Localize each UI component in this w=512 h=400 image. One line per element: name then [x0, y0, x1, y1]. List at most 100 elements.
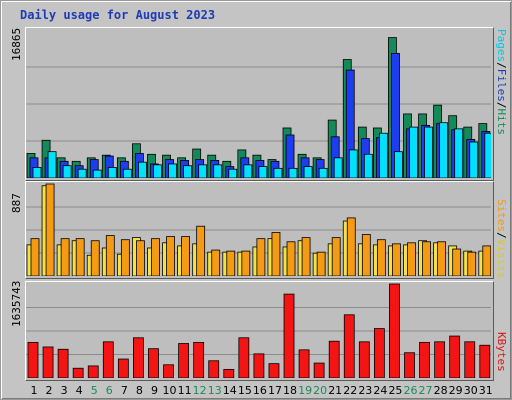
pages-bar [183, 165, 193, 179]
kbytes-bar [133, 337, 144, 379]
x-tick-label: 28 [434, 384, 448, 397]
x-tick-label: 5 [91, 384, 98, 397]
x-tick-label: 25 [388, 384, 402, 397]
pages-bar [303, 166, 313, 179]
sites-bar [361, 234, 371, 277]
sites-bar [226, 250, 236, 277]
legend-entry: Pages [495, 29, 508, 63]
kbytes-bar [389, 283, 400, 379]
sites-bar [45, 183, 55, 277]
x-tick-label: 26 [404, 384, 418, 397]
pages-bar [153, 164, 162, 179]
x-tick-label: 31 [479, 384, 493, 397]
legend-entry: / [495, 62, 508, 69]
kbytes-bar [328, 340, 340, 379]
pages-bar [258, 166, 268, 179]
sites-bar [301, 237, 311, 277]
kbytes-bar [57, 348, 69, 379]
x-tick-label: 1 [31, 384, 38, 397]
sites-bar [166, 236, 175, 277]
sites-bar [452, 248, 462, 277]
pages-bar [409, 126, 418, 179]
kbytes-bar [358, 341, 370, 379]
legend-sites-visits: Sites/Visits [495, 199, 508, 279]
legend-entry: Hits [495, 108, 508, 136]
kbytes-bar [434, 341, 446, 379]
kbytes-bar [253, 353, 265, 379]
x-axis-day-labels: 1 2 3 4 5 6 7 8 9 10 11 12 13 14 15 16 17 18 19 20 21 22 23 24 2… [31, 384, 493, 397]
sites-bar [331, 237, 341, 277]
pages-bar [228, 168, 238, 179]
sites-bar [482, 245, 492, 277]
pages-bar [318, 167, 328, 179]
pages-bar [62, 165, 72, 179]
x-tick-label: 9 [151, 384, 158, 397]
sites-bar [422, 241, 431, 277]
sites-bar [407, 242, 416, 277]
legend-entry: KBytes [495, 332, 508, 372]
x-tick-label: 30 [464, 384, 478, 397]
kbytes-bar [208, 360, 220, 379]
sites-bar [105, 235, 115, 277]
sites-bar [136, 240, 145, 277]
x-tick-label: 17 [268, 384, 282, 397]
sites-bar [286, 241, 296, 277]
sites-bar [392, 243, 401, 277]
visits-sites-panel [25, 181, 494, 279]
sites-bar [376, 239, 386, 277]
x-tick-label: 20 [313, 384, 327, 397]
kbytes-bar [373, 328, 385, 379]
sites-bar [90, 240, 100, 277]
kbytes-bar [87, 365, 99, 379]
pages-bar [107, 167, 117, 179]
kbytes-bar [449, 335, 461, 379]
legend-entry: Sites [495, 199, 508, 233]
kbytes-bar [464, 341, 476, 379]
sites-bar [120, 239, 130, 277]
x-tick-label: 19 [298, 384, 312, 397]
kbytes-bar [117, 358, 129, 379]
legend-entry: / [495, 101, 508, 109]
legend-entry: / [495, 232, 508, 239]
visits-sites-chart [26, 183, 492, 277]
pages-bar [92, 169, 102, 179]
y-max-label-visits: 887 [10, 193, 23, 213]
x-tick-label: 3 [61, 384, 68, 397]
x-tick-label: 21 [328, 384, 342, 397]
sites-bar [437, 241, 447, 277]
pages-bar [273, 167, 283, 179]
pages-bar [168, 163, 177, 179]
pages-bar [32, 167, 42, 179]
kbytes-bar [419, 341, 430, 379]
kbytes-bar [27, 341, 39, 379]
x-tick-label: 16 [253, 384, 267, 397]
x-tick-label: 10 [163, 384, 177, 397]
sites-bar [30, 238, 40, 277]
pages-bar [469, 141, 479, 179]
pages-bar [333, 157, 343, 179]
x-tick-label: 11 [178, 384, 192, 397]
kbytes-bar [479, 344, 491, 379]
kbytes-bar [313, 362, 325, 379]
sites-bar [60, 238, 70, 277]
x-tick-label: 14 [223, 384, 237, 397]
sites-bar [151, 238, 160, 277]
kbytes-bar [223, 368, 235, 379]
chart-title: Daily usage for August 2023 [20, 8, 216, 22]
legend-kbytes: KBytes [495, 332, 508, 372]
kbytes-bar [148, 348, 159, 379]
sites-bar [181, 236, 191, 277]
sites-bar [241, 250, 251, 277]
kbytes-bar [298, 349, 310, 379]
pages-bar [77, 168, 87, 179]
sites-bar [75, 238, 85, 277]
kbytes-bar [102, 341, 114, 379]
x-tick-label: 24 [373, 384, 387, 397]
legend-pages-files-hits: Pages/Files/Hits [495, 29, 508, 135]
kbytes-bar [404, 352, 415, 379]
kbytes-bar [238, 337, 250, 379]
pages-bar [243, 164, 253, 179]
y-max-label-hits: 16865 [10, 27, 23, 61]
kbytes-bar [343, 314, 355, 379]
legend-entry: Visits [495, 238, 508, 279]
